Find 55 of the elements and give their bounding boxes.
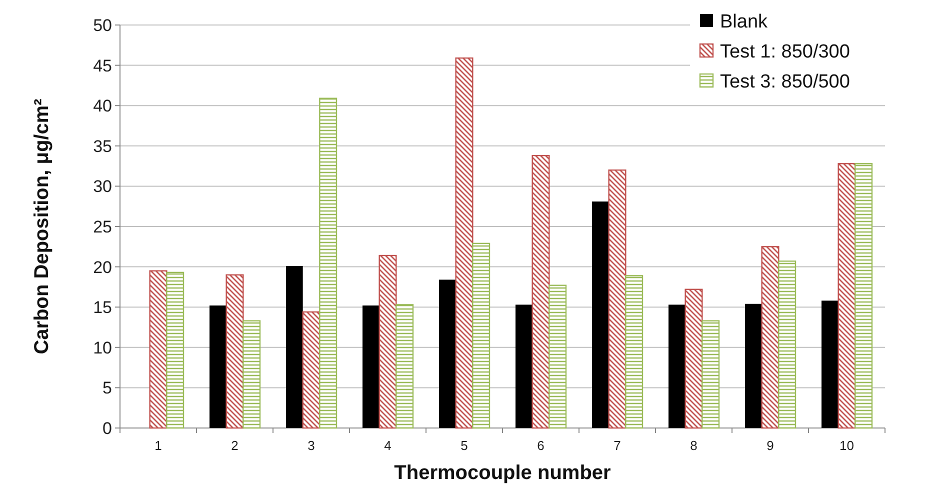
legend-label: Blank xyxy=(720,12,768,33)
bar xyxy=(592,202,609,428)
bar xyxy=(302,311,320,429)
bar xyxy=(778,260,796,429)
x-tick-label: 1 xyxy=(154,438,162,453)
x-tick-label: 8 xyxy=(690,438,698,453)
x-tick-label: 6 xyxy=(537,438,544,453)
y-tick-label: 30 xyxy=(93,177,112,196)
bar xyxy=(625,275,644,429)
x-tick-label: 4 xyxy=(384,438,392,453)
bar xyxy=(226,274,244,429)
x-tick-label: 2 xyxy=(231,438,238,453)
bar xyxy=(439,280,456,428)
bar xyxy=(396,304,414,429)
bar xyxy=(854,163,873,429)
x-tick-label: 3 xyxy=(308,438,315,453)
x-tick-label: 10 xyxy=(840,438,854,453)
y-tick-label: 35 xyxy=(93,136,112,156)
y-tick-label: 20 xyxy=(93,258,112,277)
bar xyxy=(745,304,762,428)
bar xyxy=(242,320,261,429)
bar xyxy=(668,304,686,428)
y-tick-label: 50 xyxy=(93,16,112,35)
bar xyxy=(455,57,474,429)
y-tick-label: 40 xyxy=(93,96,112,116)
bar xyxy=(548,284,567,429)
bar xyxy=(286,266,303,428)
legend-label: Test 1: 850/300 xyxy=(720,42,850,63)
legend-label: Test 3: 850/500 xyxy=(720,72,850,93)
y-tick-label: 25 xyxy=(93,217,112,236)
y-tick-label: 15 xyxy=(93,298,112,318)
y-tick-label: 5 xyxy=(102,378,112,398)
bar xyxy=(516,304,532,428)
bar xyxy=(149,270,168,429)
bar xyxy=(838,163,856,429)
x-axis-title: Thermocouple number xyxy=(394,462,612,484)
bar xyxy=(761,246,780,429)
y-axis-title: Carbon Deposition, μg/cm² xyxy=(31,98,53,354)
x-tick-label: 5 xyxy=(460,438,468,453)
y-tick-label: 0 xyxy=(102,418,112,438)
bar xyxy=(702,320,720,429)
bar xyxy=(822,300,838,428)
bar xyxy=(166,272,184,429)
y-tick-label: 45 xyxy=(93,56,112,76)
bar xyxy=(378,254,397,429)
bar xyxy=(608,169,626,429)
bar xyxy=(472,242,490,429)
bar xyxy=(684,288,703,429)
bar xyxy=(532,154,550,429)
x-tick-label: 9 xyxy=(766,438,774,453)
bar xyxy=(210,305,226,428)
bar xyxy=(362,305,380,428)
bar xyxy=(319,98,338,429)
x-tick-label: 7 xyxy=(614,438,621,453)
y-tick-label: 10 xyxy=(93,338,112,358)
